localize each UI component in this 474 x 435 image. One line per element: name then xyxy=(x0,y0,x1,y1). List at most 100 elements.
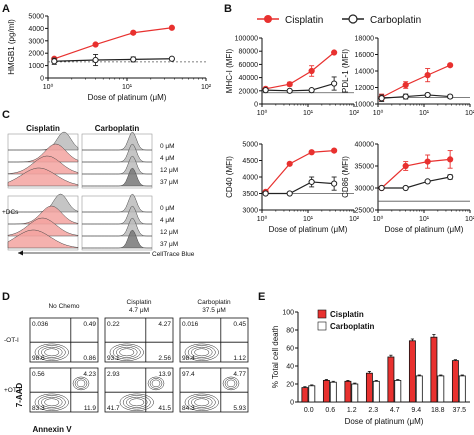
contour-ring xyxy=(37,345,66,360)
panel-d-row-title: +OT-I xyxy=(4,387,21,394)
contour-ring xyxy=(184,343,219,361)
contour-ring xyxy=(147,376,165,391)
y-tick-label: 2000 xyxy=(28,51,44,58)
panel-c-group-label: +DCs xyxy=(2,209,19,216)
cisplatin-bar xyxy=(301,387,309,403)
y-tick-label: 40000 xyxy=(355,142,375,149)
legend-carboplatin-label: Carboplatin xyxy=(330,322,375,331)
histogram-trace xyxy=(82,229,152,249)
x-tick-label: 10⁰ xyxy=(373,215,384,223)
legend-cisplatin-label: Cisplatin xyxy=(285,15,323,26)
contour-ring xyxy=(151,379,161,388)
histogram-trace xyxy=(82,193,152,213)
contour-frame xyxy=(104,317,174,363)
cisplatin-point xyxy=(447,62,454,69)
histogram-trace xyxy=(82,143,152,163)
contour-ring xyxy=(119,348,135,357)
x-tick-label: 10⁰ xyxy=(373,109,384,117)
quadrant-lr-value: 11.9 xyxy=(84,405,97,412)
x-axis-label: Dose of platinum (μM) xyxy=(385,225,464,234)
histogram-trace xyxy=(8,131,79,151)
x-tick-label: 10² xyxy=(201,84,212,91)
carboplatin-bar xyxy=(372,380,380,403)
quadrant-ur-value: 4.27 xyxy=(158,321,171,328)
panel-label-e: E xyxy=(258,291,265,303)
histogram-trace xyxy=(82,155,152,175)
chart-b2: 10000 12000 14000 16000 18000 10⁰ 10¹ 10² PDL-1 … xyxy=(341,36,474,118)
carboplatin-point xyxy=(130,56,137,63)
y-tick-label: 100 xyxy=(282,310,294,317)
contour-ring xyxy=(126,396,148,408)
legend-carboplatin-marker xyxy=(348,14,358,24)
histogram-frame xyxy=(7,195,79,251)
x-tick-label: 0.0 xyxy=(304,407,314,414)
quadrant-lr-value: 5.93 xyxy=(233,405,246,412)
y-axis-label: CD40 (MFI) xyxy=(225,156,234,198)
contour-ring xyxy=(122,395,151,410)
carboplatin-bar xyxy=(351,383,359,403)
cisplatin-bar xyxy=(408,340,416,403)
histogram-trace xyxy=(7,167,79,187)
y-tick-label: 5000 xyxy=(242,142,258,149)
carboplatin-point xyxy=(378,95,385,102)
x-tick-label: 10² xyxy=(349,216,360,223)
y-axis-label: CD86 (MFI) xyxy=(341,156,350,198)
contour-ring xyxy=(76,379,86,388)
carboplatin-point xyxy=(308,178,315,186)
x-axis-label: Dose of platinum (μM) xyxy=(88,93,167,102)
quadrant-ll-value: 93.1 xyxy=(107,355,120,362)
x-tick-label: 10¹ xyxy=(419,216,430,223)
panel-label-a: A xyxy=(2,3,10,15)
carboplatin-point xyxy=(262,87,269,94)
contour-ring xyxy=(112,345,141,360)
x-tick-label: 10¹ xyxy=(122,84,133,91)
y-tick-label: 4000 xyxy=(242,175,258,182)
quadrant-ul-value: 2.93 xyxy=(107,371,120,378)
x-tick-label: 1.2 xyxy=(347,407,357,414)
quadrant-ll-value: 98.4 xyxy=(182,355,195,362)
quadrant-ur-value: 4.77 xyxy=(233,371,246,378)
cisplatin-point xyxy=(402,81,409,89)
y-tick-label: 0 xyxy=(254,102,258,109)
histogram-trace xyxy=(82,131,152,151)
y-axis-label: % Total cell death xyxy=(271,326,280,389)
y-tick-label: 30000 xyxy=(355,186,375,193)
quadrant-ur-value: 4.23 xyxy=(83,371,96,378)
contour-ring xyxy=(41,396,63,408)
chart-b3: 3000 3500 4000 4500 5000 10⁰ 10¹ 10² CD40 (MFI) D… xyxy=(225,142,360,235)
histogram-trace xyxy=(7,155,79,175)
carboplatin-point xyxy=(447,173,454,181)
legend-cisplatin-marker xyxy=(264,15,272,23)
carboplatin-line xyxy=(381,176,451,189)
panel-d-col-title: No Chemo xyxy=(48,303,79,310)
contour-ring xyxy=(109,343,144,361)
contour-ring xyxy=(72,376,90,391)
dose-label: 37 μM xyxy=(160,241,178,248)
contour-ring xyxy=(187,345,216,360)
celltrace-axis-label: CellTrace Blue xyxy=(152,251,195,258)
dose-label: 4 μM xyxy=(160,155,175,162)
quadrant-ul-value: 0.036 xyxy=(32,321,49,328)
panel-e-bar-chart: 0 20 40 60 80 100 % Total cell death Dose of pl… xyxy=(271,310,470,426)
cisplatin-point xyxy=(447,156,454,163)
x-tick-label: 18.8 xyxy=(431,407,445,414)
carboplatin-point xyxy=(286,190,293,197)
cisplatin-point xyxy=(168,24,175,31)
histogram-trace xyxy=(8,193,79,213)
y-tick-label: 10000 xyxy=(355,102,375,109)
histogram-trace xyxy=(82,217,152,237)
panel-d-col-title: Carboplatin xyxy=(197,299,231,306)
histogram-trace xyxy=(8,205,79,225)
dose-label: 0 μM xyxy=(160,143,175,150)
cisplatin-point xyxy=(130,29,137,36)
carboplatin-point xyxy=(262,190,269,197)
cisplatin-point xyxy=(308,67,315,75)
dose-label: 12 μM xyxy=(160,229,178,236)
contour-ring xyxy=(41,346,63,358)
y-tick-label: 16000 xyxy=(355,52,375,59)
y-tick-label: 5000 xyxy=(28,14,44,21)
panel-d-col-title: Cisplatin xyxy=(127,299,152,306)
cisplatin-bar xyxy=(387,356,395,403)
contour-ring xyxy=(184,393,219,411)
